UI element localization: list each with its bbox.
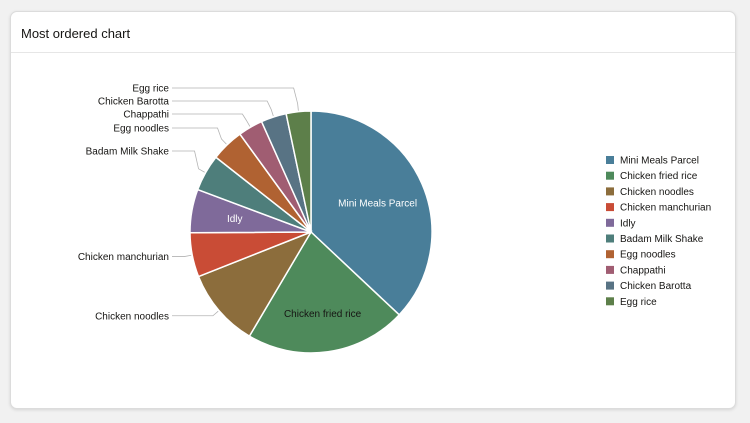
pie-slices — [189, 110, 433, 354]
leader-line-chicken-barotta — [172, 100, 274, 117]
legend-item-badam-milk-shake[interactable]: Badam Milk Shake — [606, 234, 704, 245]
slice-label-mini-meals-parcel: Mini Meals Parcel — [338, 199, 417, 210]
slice-label-chicken-noodles: Chicken noodles — [95, 311, 169, 322]
legend-label: Egg rice — [620, 297, 657, 308]
card-title: Most ordered chart — [21, 26, 131, 41]
slice-label-chicken-manchurian: Chicken manchurian — [78, 252, 169, 263]
slice-label-chappathi: Chappathi — [123, 110, 169, 121]
leader-line-badam-milk-shake — [172, 150, 205, 173]
slice-label-chicken-fried-rice: Chicken fried rice — [284, 309, 362, 320]
pie-slice-chicken-noodles[interactable] — [197, 230, 313, 338]
legend-item-chicken-fried-rice[interactable]: Chicken fried rice — [606, 171, 698, 182]
legend-item-chappathi[interactable]: Chappathi — [606, 265, 666, 276]
legend-swatch — [606, 171, 614, 180]
legend-swatch — [606, 187, 614, 196]
legend-item-egg-noodles[interactable]: Egg noodles — [606, 250, 676, 261]
legend-swatch — [606, 203, 614, 212]
legend-label: Egg noodles — [620, 250, 676, 261]
slice-label-egg-noodles: Egg noodles — [113, 124, 169, 135]
legend-swatch — [606, 218, 614, 227]
card-header: Most ordered chart — [11, 12, 735, 53]
legend-label: Badam Milk Shake — [620, 234, 704, 245]
pie-slice-egg-rice[interactable] — [285, 110, 312, 233]
legend-label: Mini Meals Parcel — [620, 156, 699, 167]
slice-label-badam-milk-shake: Badam Milk Shake — [86, 147, 170, 158]
legend-item-chicken-manchurian[interactable]: Chicken manchurian — [606, 203, 711, 214]
slice-label-chicken-barotta: Chicken Barotta — [98, 97, 170, 108]
chart-legend: Mini Meals Parcel Chicken fried rice Chick… — [606, 156, 711, 308]
legend-swatch — [606, 234, 614, 243]
leader-lines — [172, 87, 299, 317]
legend-label: Chicken fried rice — [620, 171, 698, 182]
legend-label: Chicken manchurian — [620, 203, 711, 214]
legend-swatch — [606, 156, 614, 164]
legend-swatch — [606, 265, 614, 274]
legend-label: Chappathi — [620, 265, 666, 276]
legend-swatch — [606, 297, 614, 306]
legend-swatch — [606, 281, 614, 290]
leader-line-egg-noodles — [172, 127, 227, 145]
slice-label-egg-rice: Egg rice — [132, 84, 169, 95]
leader-line-chappathi — [172, 113, 251, 127]
legend-label: Chicken Barotta — [620, 281, 692, 292]
legend-item-chicken-noodles[interactable]: Chicken noodles — [606, 187, 694, 198]
legend-label: Chicken noodles — [620, 187, 694, 198]
legend-swatch — [606, 250, 614, 259]
slice-labels: Mini Meals Parcel Chicken fried rice Chick… — [78, 84, 417, 323]
legend-item-egg-rice[interactable]: Egg rice — [606, 297, 657, 308]
slice-label-idly: Idly — [227, 214, 243, 225]
pie-slice-chicken-fried-rice[interactable] — [248, 230, 401, 354]
legend-item-chicken-barotta[interactable]: Chicken Barotta — [606, 281, 692, 292]
pie-slice-mini-meals-parcel[interactable] — [310, 110, 433, 316]
legend-label: Idly — [620, 218, 636, 229]
legend-item-idly[interactable]: Idly — [606, 218, 636, 229]
legend-item-mini-meals-parcel[interactable]: Mini Meals Parcel — [606, 156, 699, 167]
leader-line-egg-rice — [172, 87, 299, 111]
leader-line-chicken-manchurian — [172, 254, 192, 257]
leader-line-chicken-noodles — [172, 310, 219, 317]
